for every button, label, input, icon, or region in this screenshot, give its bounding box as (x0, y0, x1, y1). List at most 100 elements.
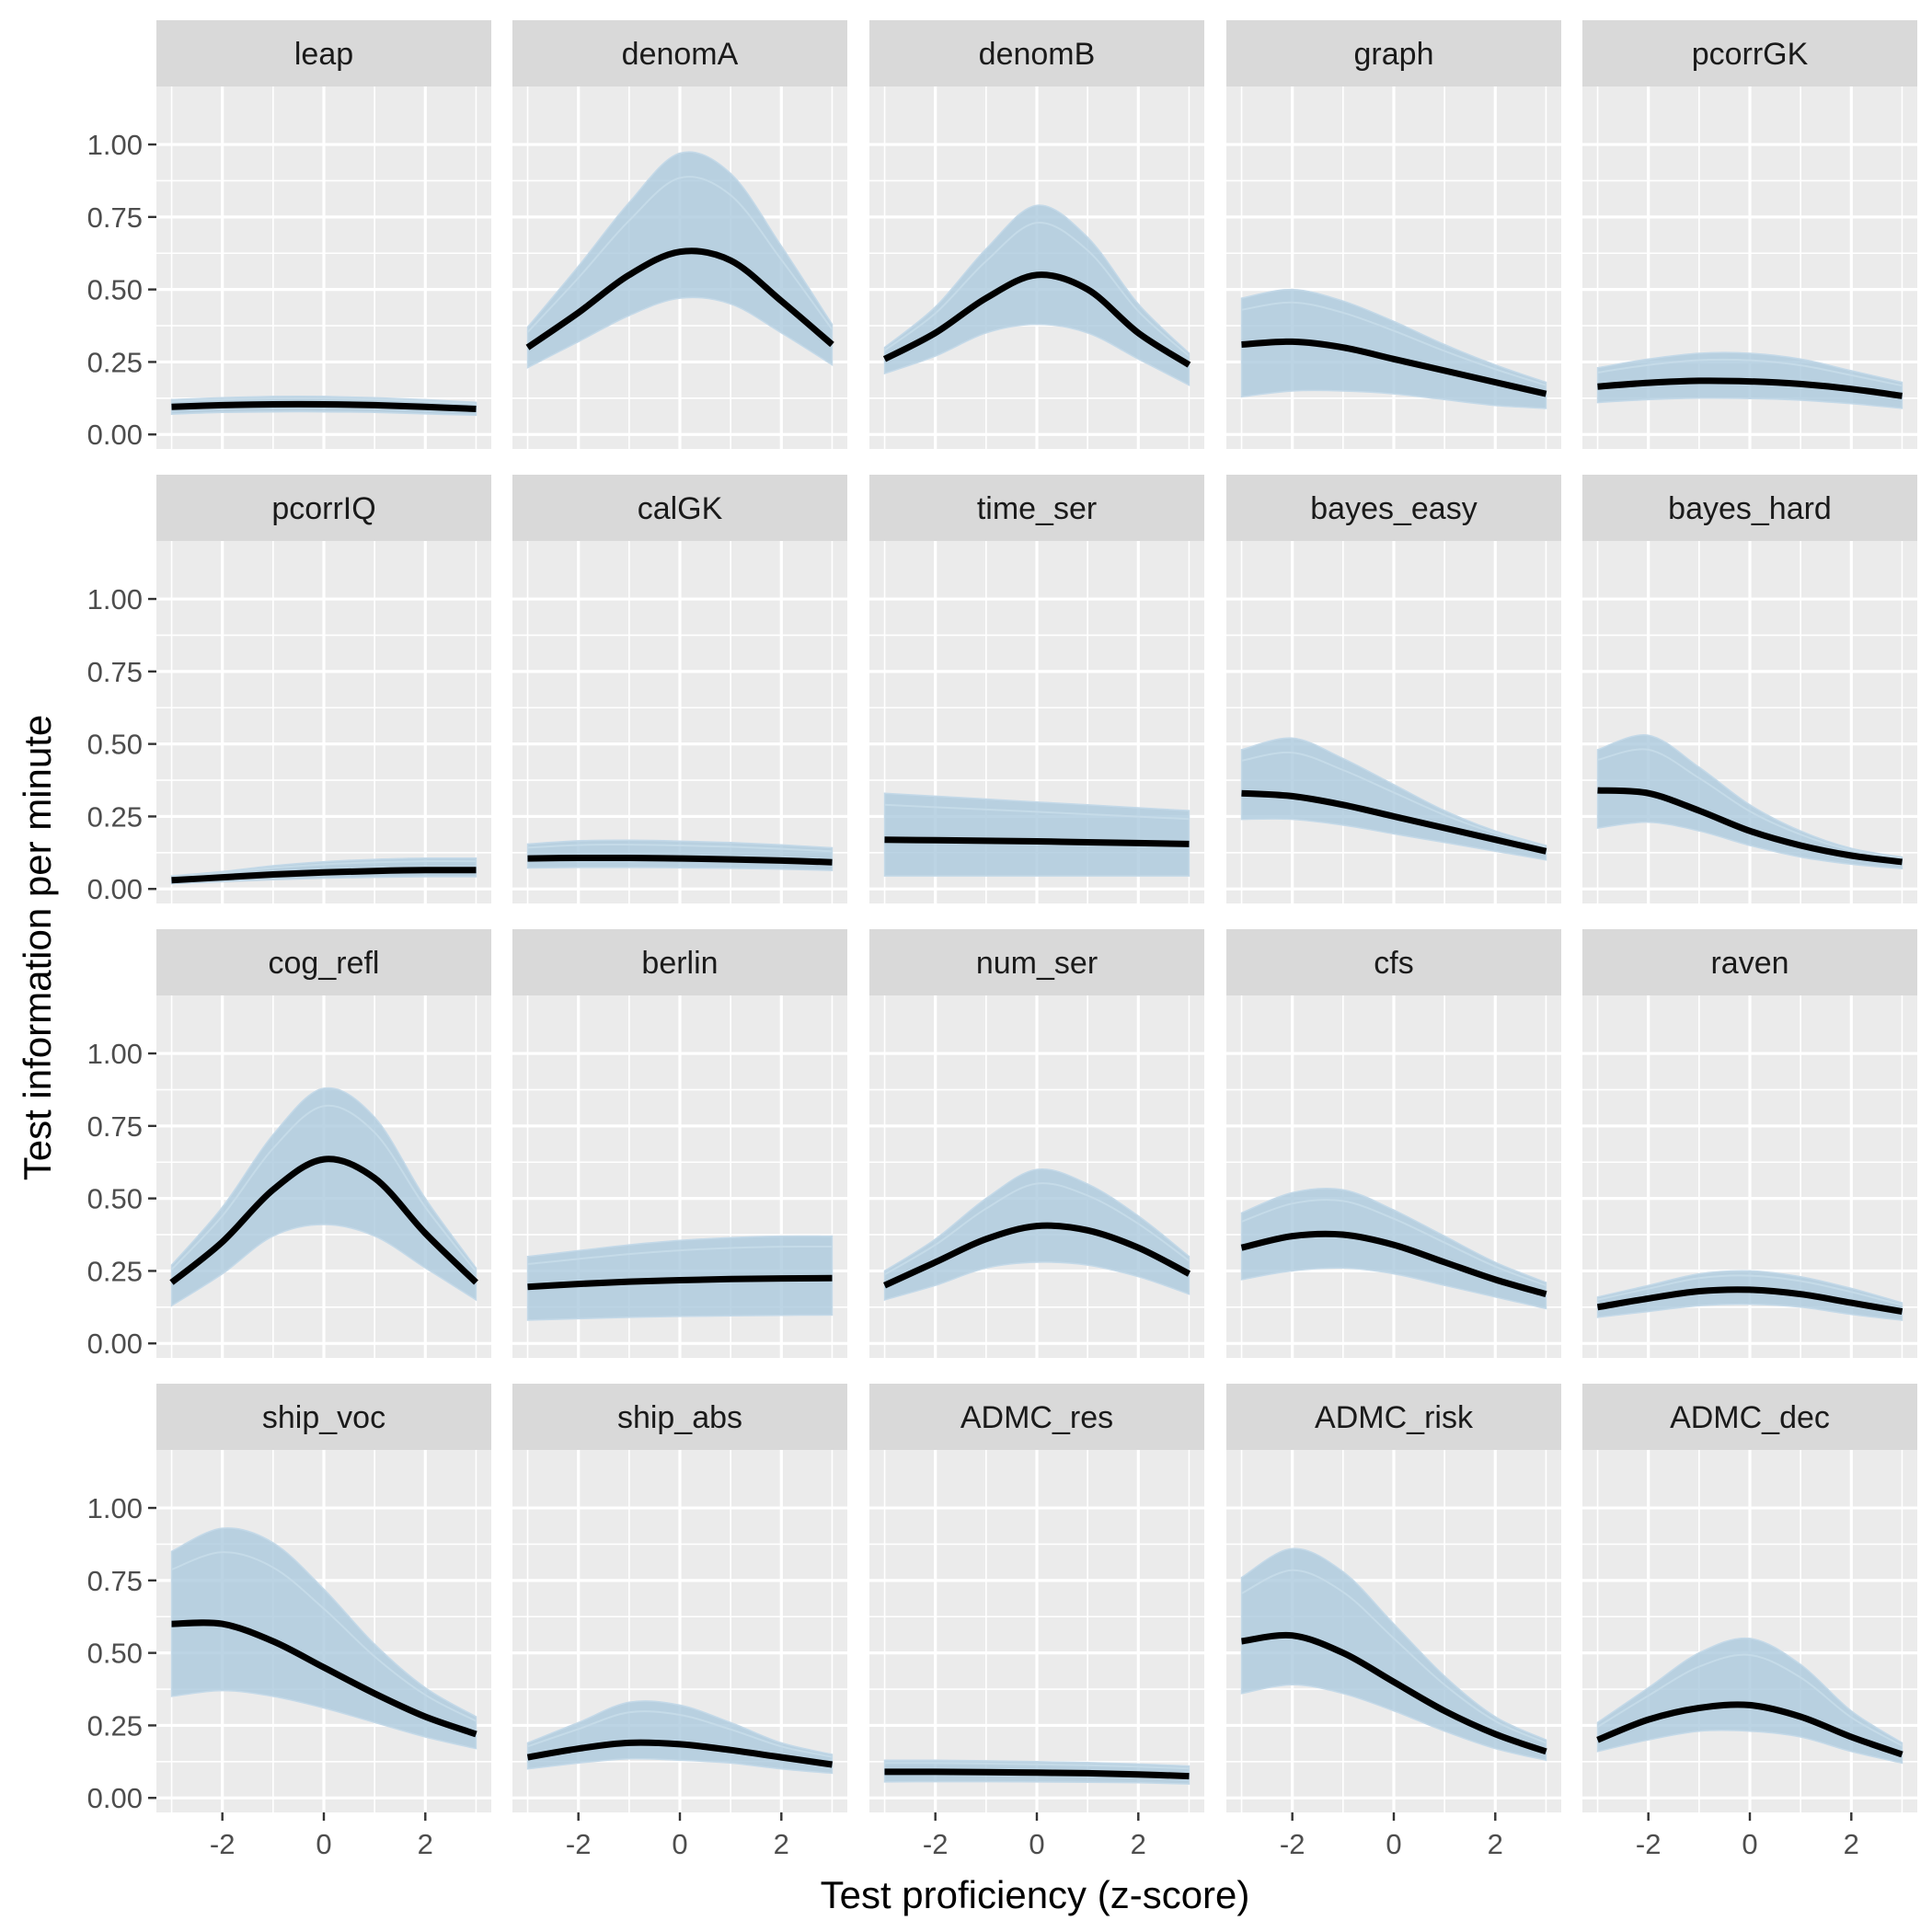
x-tick-label: 0 (672, 1828, 687, 1860)
facet-title: denomA (622, 37, 739, 72)
x-tick-label: -2 (923, 1828, 949, 1860)
y-tick-label: 0.00 (87, 1328, 143, 1360)
posterior-band (883, 792, 1190, 877)
x-tick-label: 2 (418, 1828, 433, 1860)
x-tick-label: -2 (566, 1828, 592, 1860)
facet-panel-ADMC_dec: ADMC_dec -2 0 2 (1582, 1384, 1917, 1860)
facet-title: pcorrIQ (271, 491, 375, 526)
facet-title: cfs (1374, 946, 1413, 981)
facet-panel-denomA: denomA (512, 20, 847, 449)
posterior-band (1240, 737, 1547, 861)
x-axis-title: Test proficiency (z-score) (821, 1873, 1250, 1916)
posterior-band (526, 151, 834, 369)
posterior-curve-sample (526, 176, 834, 333)
y-tick-label: 0.75 (87, 201, 143, 234)
y-tick-label: 0.50 (87, 1183, 143, 1215)
facet-strip (512, 20, 847, 86)
posterior-curve-sample (884, 1762, 1190, 1770)
mean-information-line (884, 1768, 1190, 1780)
facet-strip (156, 475, 491, 541)
facet-panel-graph: graph (1226, 20, 1561, 449)
posterior-band (170, 1527, 477, 1750)
facet-title: num_ser (976, 946, 1098, 981)
mean-information-line (525, 247, 834, 351)
facet-strip (1226, 1384, 1561, 1450)
facet-panel-time_ser: time_ser (869, 475, 1204, 903)
posterior-band (170, 1087, 477, 1307)
facet-title: leap (294, 37, 353, 72)
y-tick-label: 1.00 (87, 129, 143, 161)
y-tick-label: 0.00 (87, 1782, 143, 1814)
facet-title: raven (1710, 946, 1788, 981)
posterior-band (1596, 1637, 1903, 1765)
posterior-curve-sample (527, 1710, 833, 1758)
facet-strip (1582, 929, 1917, 995)
mean-information-line (1596, 1701, 1903, 1758)
facet-panel-leap: leap 0.00 0.25 0.50 0.75 1.00 (87, 20, 491, 451)
mean-information-line (884, 836, 1190, 847)
posterior-band (1596, 734, 1903, 870)
posterior-curve-sample (171, 397, 477, 406)
posterior-curve-sample (1596, 1653, 1903, 1747)
facet-panel-denomB: denomB (869, 20, 1204, 449)
posterior-curve-sample (883, 1182, 1190, 1276)
facet-title: ADMC_res (960, 1400, 1113, 1435)
facet-strip (156, 1384, 491, 1450)
posterior-curve-sample (1241, 1569, 1547, 1744)
posterior-curve-sample (1597, 358, 1903, 387)
mean-information-line (527, 1274, 833, 1291)
facet-title: bayes_easy (1310, 491, 1477, 526)
facet-strip (512, 929, 847, 995)
mean-information-line (1597, 787, 1903, 866)
facet-strip (512, 475, 847, 541)
facet-panel-num_ser: num_ser (869, 929, 1204, 1358)
x-tick-label: 0 (1742, 1828, 1757, 1860)
posterior-band (1240, 1547, 1547, 1762)
facet-panel-calGK: calGK (512, 475, 847, 903)
facet-title: time_ser (977, 491, 1097, 526)
mean-information-line (169, 1156, 478, 1285)
facet-panel-cfs: cfs (1226, 929, 1561, 1358)
gridlines (869, 1450, 1204, 1812)
facet-panel-raven: raven (1582, 929, 1917, 1358)
posterior-curve-sample (1597, 1274, 1903, 1306)
y-tick-label: 0.75 (87, 1110, 143, 1143)
facet-strip (869, 20, 1204, 86)
facet-strip (1582, 20, 1917, 86)
y-tick-label: 1.00 (87, 1492, 143, 1524)
mean-information-line (882, 271, 1191, 368)
posterior-curve-sample (171, 860, 477, 879)
x-tick-label: 2 (1844, 1828, 1859, 1860)
facet-strip (1582, 475, 1917, 541)
facet-strip (512, 1384, 847, 1450)
posterior-band (883, 1167, 1190, 1302)
mean-information-line (1597, 377, 1903, 399)
y-tick-label: 0.25 (87, 346, 143, 378)
facet-panel-ADMC_res: ADMC_res -2 0 2 (869, 1384, 1204, 1860)
x-tick-label: 0 (316, 1828, 331, 1860)
facet-panel-pcorrIQ: pcorrIQ 0.00 0.25 0.50 0.75 1.00 (87, 475, 491, 905)
posterior-band (883, 204, 1190, 386)
facet-title: ship_voc (262, 1400, 385, 1435)
x-tick-label: 0 (1386, 1828, 1401, 1860)
facet-strip (156, 929, 491, 995)
facet-panel-ADMC_risk: ADMC_risk -2 0 2 (1226, 1384, 1561, 1860)
x-tick-label: -2 (210, 1828, 236, 1860)
facet-strip (869, 475, 1204, 541)
posterior-curve-sample (1241, 751, 1547, 848)
x-tick-label: -2 (1280, 1828, 1305, 1860)
facet-strip (156, 20, 491, 86)
facet-title: calGK (638, 491, 723, 526)
facet-panel-pcorrGK: pcorrGK (1582, 20, 1917, 449)
facet-strip (869, 1384, 1204, 1450)
posterior-curve-sample (1241, 1199, 1547, 1287)
x-tick-label: 2 (1488, 1828, 1503, 1860)
facet-strip (1226, 475, 1561, 541)
posterior-curve-sample (1597, 748, 1903, 859)
mean-information-line (526, 1739, 833, 1768)
facet-title: bayes_hard (1668, 491, 1832, 526)
facet-panel-cog_refl: cog_refl 0.00 0.25 0.50 0.75 1.00 (87, 929, 491, 1360)
facet-panel-berlin: berlin (512, 929, 847, 1358)
mean-information-line (1596, 1286, 1903, 1316)
posterior-curve-sample (1241, 301, 1547, 386)
